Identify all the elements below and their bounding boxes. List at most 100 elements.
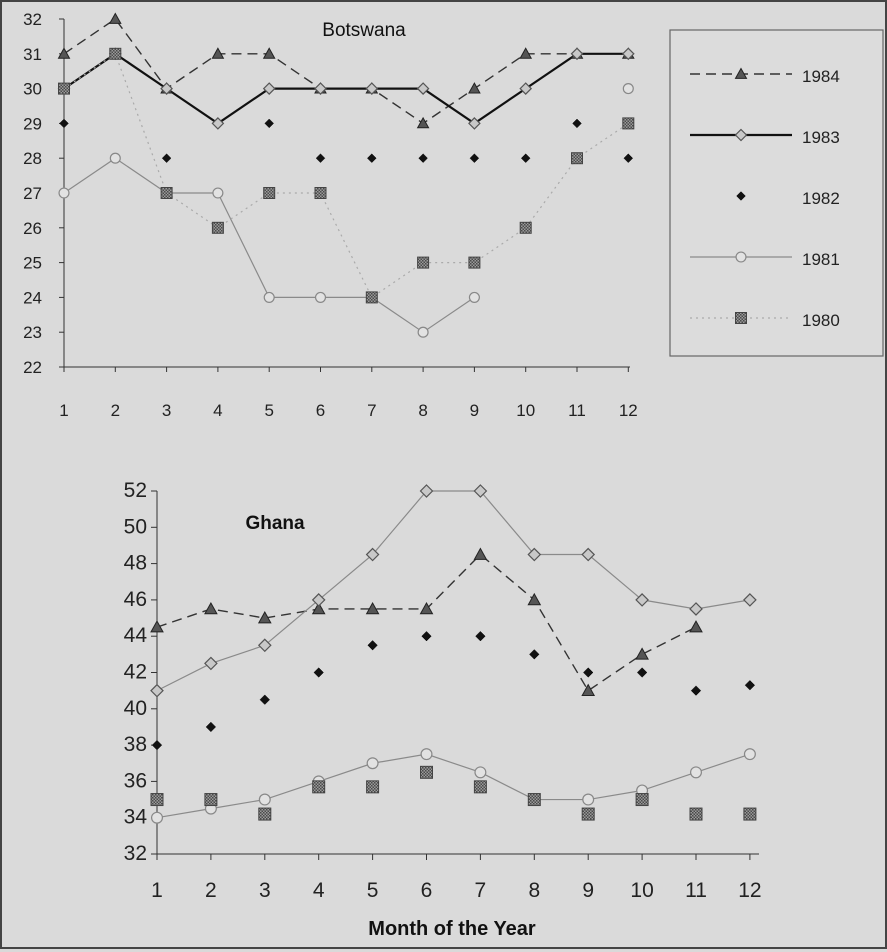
botswana-x-tick-label: 8: [418, 401, 427, 420]
botswana-point-1980: [622, 117, 635, 130]
ghana-x-tick-label: 1: [151, 879, 163, 902]
botswana-point-1984: [416, 116, 430, 129]
botswana-y-tick-label: 26: [23, 219, 42, 238]
ghana-point-1980: [581, 807, 595, 821]
ghana-point-1980: [635, 793, 649, 807]
ghana-point-1982: [421, 631, 432, 642]
ghana-point-1980: [527, 793, 541, 807]
botswana-point-1984: [262, 47, 276, 59]
ghana-point-1984: [150, 620, 164, 633]
botswana-y-tick-label: 31: [23, 45, 42, 64]
ghana-point-1983: [150, 683, 164, 698]
botswana-point-1984: [519, 47, 533, 59]
botswana-point-1984: [108, 12, 122, 24]
ghana-point-1982: [583, 667, 594, 678]
ghana-point-1983: [527, 547, 542, 562]
ghana-point-1981: [743, 748, 756, 761]
ghana-point-1983: [419, 484, 434, 498]
legend-box: [669, 29, 884, 357]
ghana-point-1983: [204, 656, 218, 671]
ghana-x-tick-label: 3: [259, 879, 271, 902]
ghana-series-line-1984: [156, 553, 697, 692]
botswana-y-tick-label: 22: [23, 358, 42, 377]
botswana-y-tick-label: 29: [23, 114, 42, 133]
legend-label-1980: 1980: [802, 311, 840, 330]
ghana-point-1984: [257, 611, 272, 624]
botswana-x-tick-label: 7: [367, 401, 376, 420]
botswana-point-1980: [468, 256, 481, 269]
botswana-point-1981: [58, 187, 70, 199]
ghana-y-tick-label: 50: [124, 515, 147, 538]
ghana-point-1984: [581, 683, 596, 696]
botswana-point-1983: [468, 117, 481, 130]
ghana-y-tick-label: 52: [124, 479, 147, 502]
ghana-point-1982: [367, 640, 378, 651]
ghana-x-tick-label: 5: [367, 879, 379, 902]
ghana-point-1984: [473, 547, 488, 560]
ghana-y-tick-label: 38: [124, 733, 147, 756]
ghana-y-tick-label: 46: [124, 588, 147, 611]
ghana-point-1980: [312, 780, 326, 794]
ghana-point-1984: [365, 601, 380, 615]
legend-label-1984: 1984: [802, 67, 840, 86]
ghana-x-tick-label: 4: [313, 879, 325, 902]
botswana-y-tick-label: 23: [23, 323, 42, 342]
botswana-point-1980: [314, 187, 327, 199]
botswana-point-1980: [417, 256, 430, 269]
ghana-chart-title: Ghana: [245, 513, 305, 534]
legend-marker-1981: [735, 251, 747, 263]
botswana-point-1982: [469, 153, 480, 163]
ghana-x-tick-label: 11: [685, 879, 707, 902]
botswana-point-1981: [622, 83, 634, 95]
ghana-point-1984: [689, 620, 703, 633]
ghana-series-line-1981: [156, 753, 751, 819]
botswana-point-1980: [58, 82, 70, 95]
botswana-point-1982: [572, 118, 582, 129]
ghana-point-1981: [258, 793, 271, 806]
ghana-x-tick-label: 7: [475, 879, 487, 902]
botswana-point-1981: [314, 291, 327, 303]
ghana-point-1982: [205, 721, 217, 733]
botswana-point-1983: [160, 82, 173, 95]
botswana-point-1983: [519, 82, 533, 95]
botswana-point-1981: [109, 152, 121, 164]
ghana-point-1983: [581, 547, 596, 562]
ghana-point-1983: [473, 484, 488, 498]
ghana-point-1980: [150, 793, 164, 807]
botswana-point-1981: [263, 291, 275, 303]
ghana-y-tick-label: 42: [124, 661, 147, 684]
ghana-x-tick-label: 8: [528, 879, 540, 902]
ghana-point-1982: [636, 667, 648, 678]
ghana-point-1982: [690, 685, 702, 696]
ghana-point-1984: [311, 601, 326, 615]
botswana-point-1981: [212, 187, 224, 199]
ghana-point-1984: [204, 601, 218, 615]
ghana-point-1980: [420, 765, 433, 779]
legend-label-1983: 1983: [802, 128, 840, 147]
ghana-point-1981: [474, 766, 487, 779]
botswana-point-1981: [417, 326, 429, 338]
botswana-y-tick-label: 30: [23, 80, 42, 99]
ghana-point-1982: [151, 739, 163, 751]
botswana-point-1982: [315, 153, 326, 163]
ghana-point-1980: [473, 780, 487, 794]
botswana-point-1984: [211, 47, 225, 59]
botswana-series-line-1981: [63, 157, 475, 333]
ghana-y-tick-label: 32: [124, 842, 147, 865]
ghana-x-tick-label: 6: [421, 879, 433, 902]
ghana-point-1983: [743, 593, 757, 607]
ghana-point-1982: [529, 649, 540, 660]
ghana-x-axis-label: Month of the Year: [368, 918, 536, 940]
ghana-point-1981: [689, 766, 702, 779]
ghana-x-tick-label: 2: [205, 879, 217, 902]
ghana-point-1980: [204, 793, 218, 807]
ghana-x-tick-label: 12: [738, 879, 761, 902]
botswana-point-1982: [59, 118, 69, 129]
botswana-point-1980: [519, 221, 532, 234]
botswana-point-1982: [161, 153, 172, 163]
botswana-point-1984: [57, 47, 71, 59]
ghana-point-1980: [366, 780, 380, 794]
